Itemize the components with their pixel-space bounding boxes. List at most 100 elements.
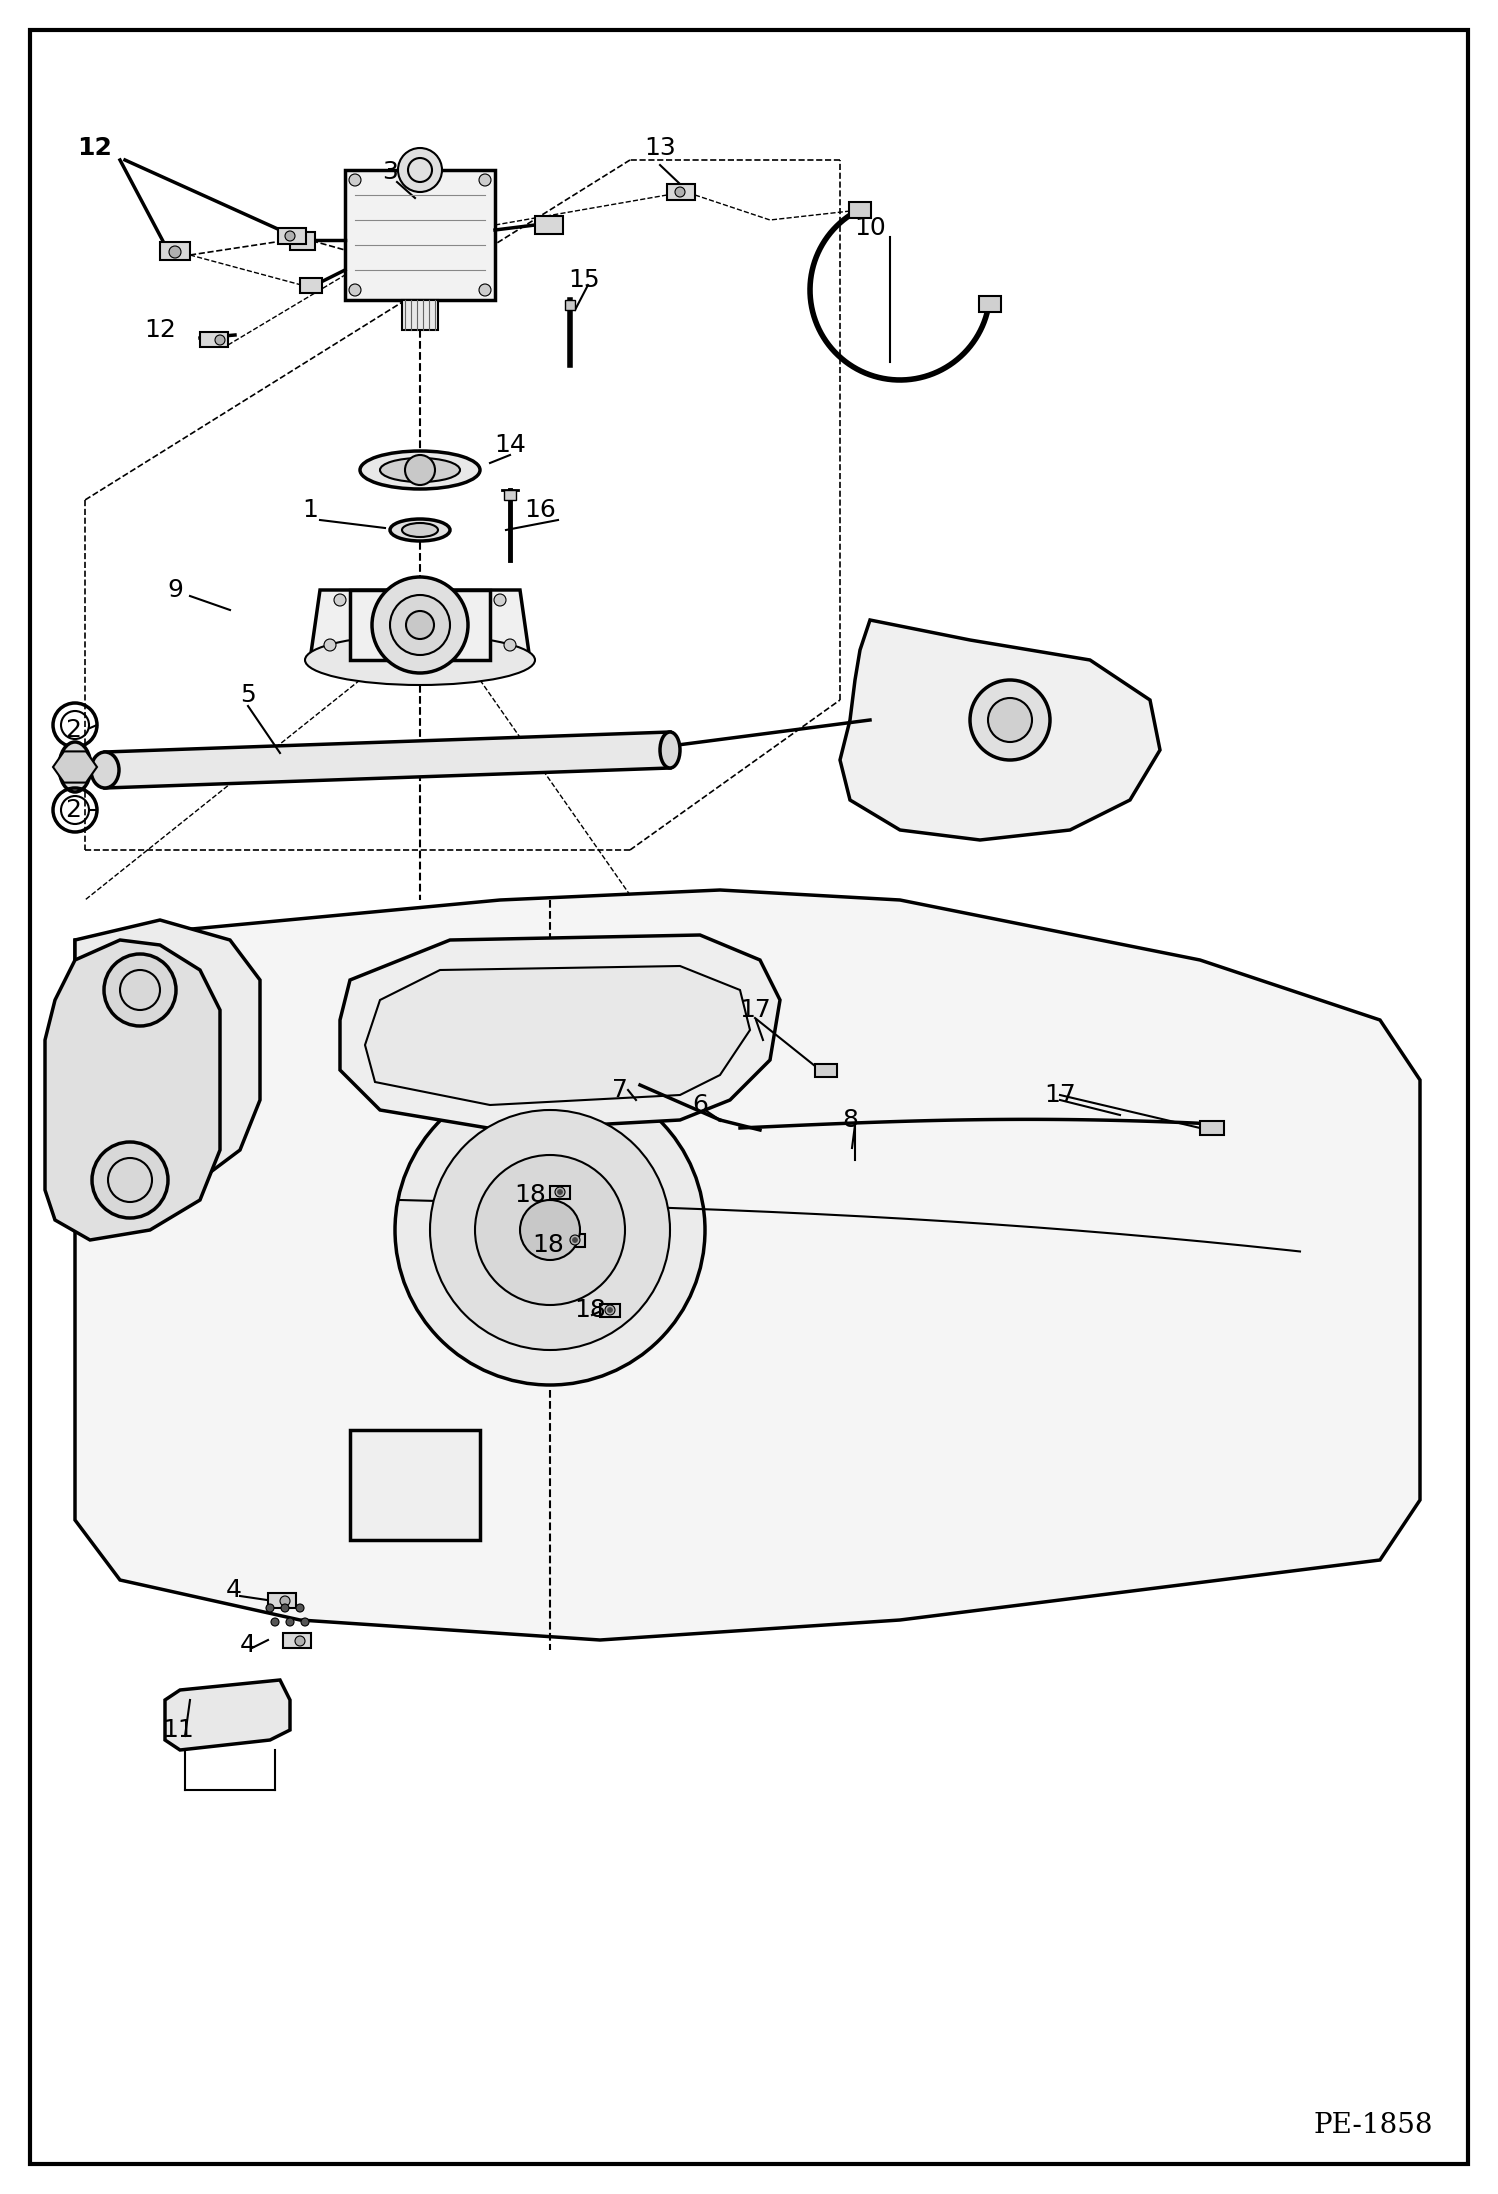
Text: 16: 16 bbox=[524, 498, 556, 522]
Circle shape bbox=[479, 283, 491, 296]
Circle shape bbox=[280, 1595, 291, 1606]
Circle shape bbox=[971, 680, 1050, 759]
Polygon shape bbox=[840, 621, 1159, 840]
Circle shape bbox=[571, 1235, 580, 1244]
Ellipse shape bbox=[401, 522, 437, 538]
Circle shape bbox=[285, 230, 295, 241]
Bar bbox=[1200, 1121, 1224, 1134]
Circle shape bbox=[406, 610, 434, 638]
Text: 4: 4 bbox=[240, 1632, 256, 1656]
Circle shape bbox=[295, 1637, 306, 1646]
Circle shape bbox=[557, 1189, 563, 1194]
Circle shape bbox=[282, 1604, 289, 1613]
Polygon shape bbox=[75, 891, 1420, 1639]
Circle shape bbox=[475, 1154, 625, 1305]
Text: 18: 18 bbox=[532, 1233, 563, 1257]
Bar bbox=[283, 1632, 312, 1648]
Circle shape bbox=[324, 638, 336, 652]
Circle shape bbox=[989, 698, 1032, 742]
Text: 12: 12 bbox=[78, 136, 112, 160]
Circle shape bbox=[389, 595, 449, 656]
Bar bbox=[268, 1593, 297, 1608]
Text: 14: 14 bbox=[494, 432, 526, 456]
Bar bbox=[351, 1430, 479, 1540]
Polygon shape bbox=[310, 590, 530, 660]
Bar bbox=[667, 184, 695, 200]
Polygon shape bbox=[105, 733, 670, 788]
Bar bbox=[300, 279, 322, 294]
Text: 18: 18 bbox=[514, 1183, 545, 1207]
Circle shape bbox=[430, 1110, 670, 1349]
Polygon shape bbox=[340, 935, 780, 1130]
Bar bbox=[978, 296, 1001, 312]
Circle shape bbox=[334, 595, 346, 606]
Circle shape bbox=[267, 1604, 274, 1613]
Ellipse shape bbox=[91, 753, 118, 788]
Text: 13: 13 bbox=[644, 136, 676, 160]
Bar bbox=[160, 241, 190, 261]
Text: 5: 5 bbox=[240, 682, 256, 706]
Circle shape bbox=[554, 1187, 565, 1198]
Circle shape bbox=[301, 1617, 309, 1626]
Bar bbox=[279, 228, 306, 244]
Circle shape bbox=[676, 186, 685, 197]
Circle shape bbox=[103, 954, 175, 1027]
Text: 10: 10 bbox=[854, 215, 885, 239]
Ellipse shape bbox=[360, 452, 479, 489]
Bar bbox=[565, 1233, 586, 1246]
Polygon shape bbox=[75, 919, 261, 1211]
Text: 2: 2 bbox=[64, 799, 81, 823]
Text: 15: 15 bbox=[568, 268, 599, 292]
Bar bbox=[815, 1064, 837, 1077]
Circle shape bbox=[494, 595, 506, 606]
Bar bbox=[565, 301, 575, 309]
Text: 3: 3 bbox=[382, 160, 398, 184]
Circle shape bbox=[572, 1237, 578, 1242]
Bar bbox=[291, 233, 315, 250]
Ellipse shape bbox=[58, 742, 91, 792]
Circle shape bbox=[297, 1604, 304, 1613]
Circle shape bbox=[605, 1305, 616, 1314]
Polygon shape bbox=[165, 1681, 291, 1751]
Polygon shape bbox=[45, 939, 220, 1240]
Polygon shape bbox=[345, 169, 494, 301]
Polygon shape bbox=[366, 965, 750, 1106]
Ellipse shape bbox=[389, 520, 449, 542]
Text: 7: 7 bbox=[613, 1077, 628, 1101]
Circle shape bbox=[398, 147, 442, 193]
Circle shape bbox=[286, 1617, 294, 1626]
Circle shape bbox=[503, 638, 515, 652]
Bar bbox=[401, 301, 437, 329]
Circle shape bbox=[271, 1617, 279, 1626]
Text: 17: 17 bbox=[739, 998, 771, 1022]
Circle shape bbox=[520, 1200, 580, 1259]
Text: 9: 9 bbox=[168, 577, 183, 601]
Text: 11: 11 bbox=[162, 1718, 193, 1742]
Circle shape bbox=[479, 173, 491, 186]
Text: PE-1858: PE-1858 bbox=[1314, 2113, 1434, 2139]
Polygon shape bbox=[52, 750, 97, 783]
Bar bbox=[601, 1303, 620, 1316]
Circle shape bbox=[349, 283, 361, 296]
Bar bbox=[550, 1187, 571, 1198]
Circle shape bbox=[372, 577, 467, 674]
Circle shape bbox=[395, 1075, 706, 1384]
Bar bbox=[849, 202, 872, 217]
Text: 17: 17 bbox=[1044, 1084, 1076, 1108]
Ellipse shape bbox=[661, 733, 680, 768]
Text: 1: 1 bbox=[303, 498, 318, 522]
Circle shape bbox=[404, 454, 434, 485]
Bar bbox=[503, 489, 515, 500]
Text: 6: 6 bbox=[692, 1093, 709, 1117]
Circle shape bbox=[349, 173, 361, 186]
Text: 18: 18 bbox=[574, 1299, 605, 1323]
Ellipse shape bbox=[306, 634, 535, 685]
Text: 8: 8 bbox=[842, 1108, 858, 1132]
Text: 2: 2 bbox=[64, 717, 81, 742]
Bar bbox=[351, 590, 490, 660]
Circle shape bbox=[608, 1308, 613, 1312]
Circle shape bbox=[216, 336, 225, 344]
Text: 4: 4 bbox=[226, 1577, 243, 1602]
Ellipse shape bbox=[380, 459, 460, 483]
Bar bbox=[535, 215, 563, 235]
